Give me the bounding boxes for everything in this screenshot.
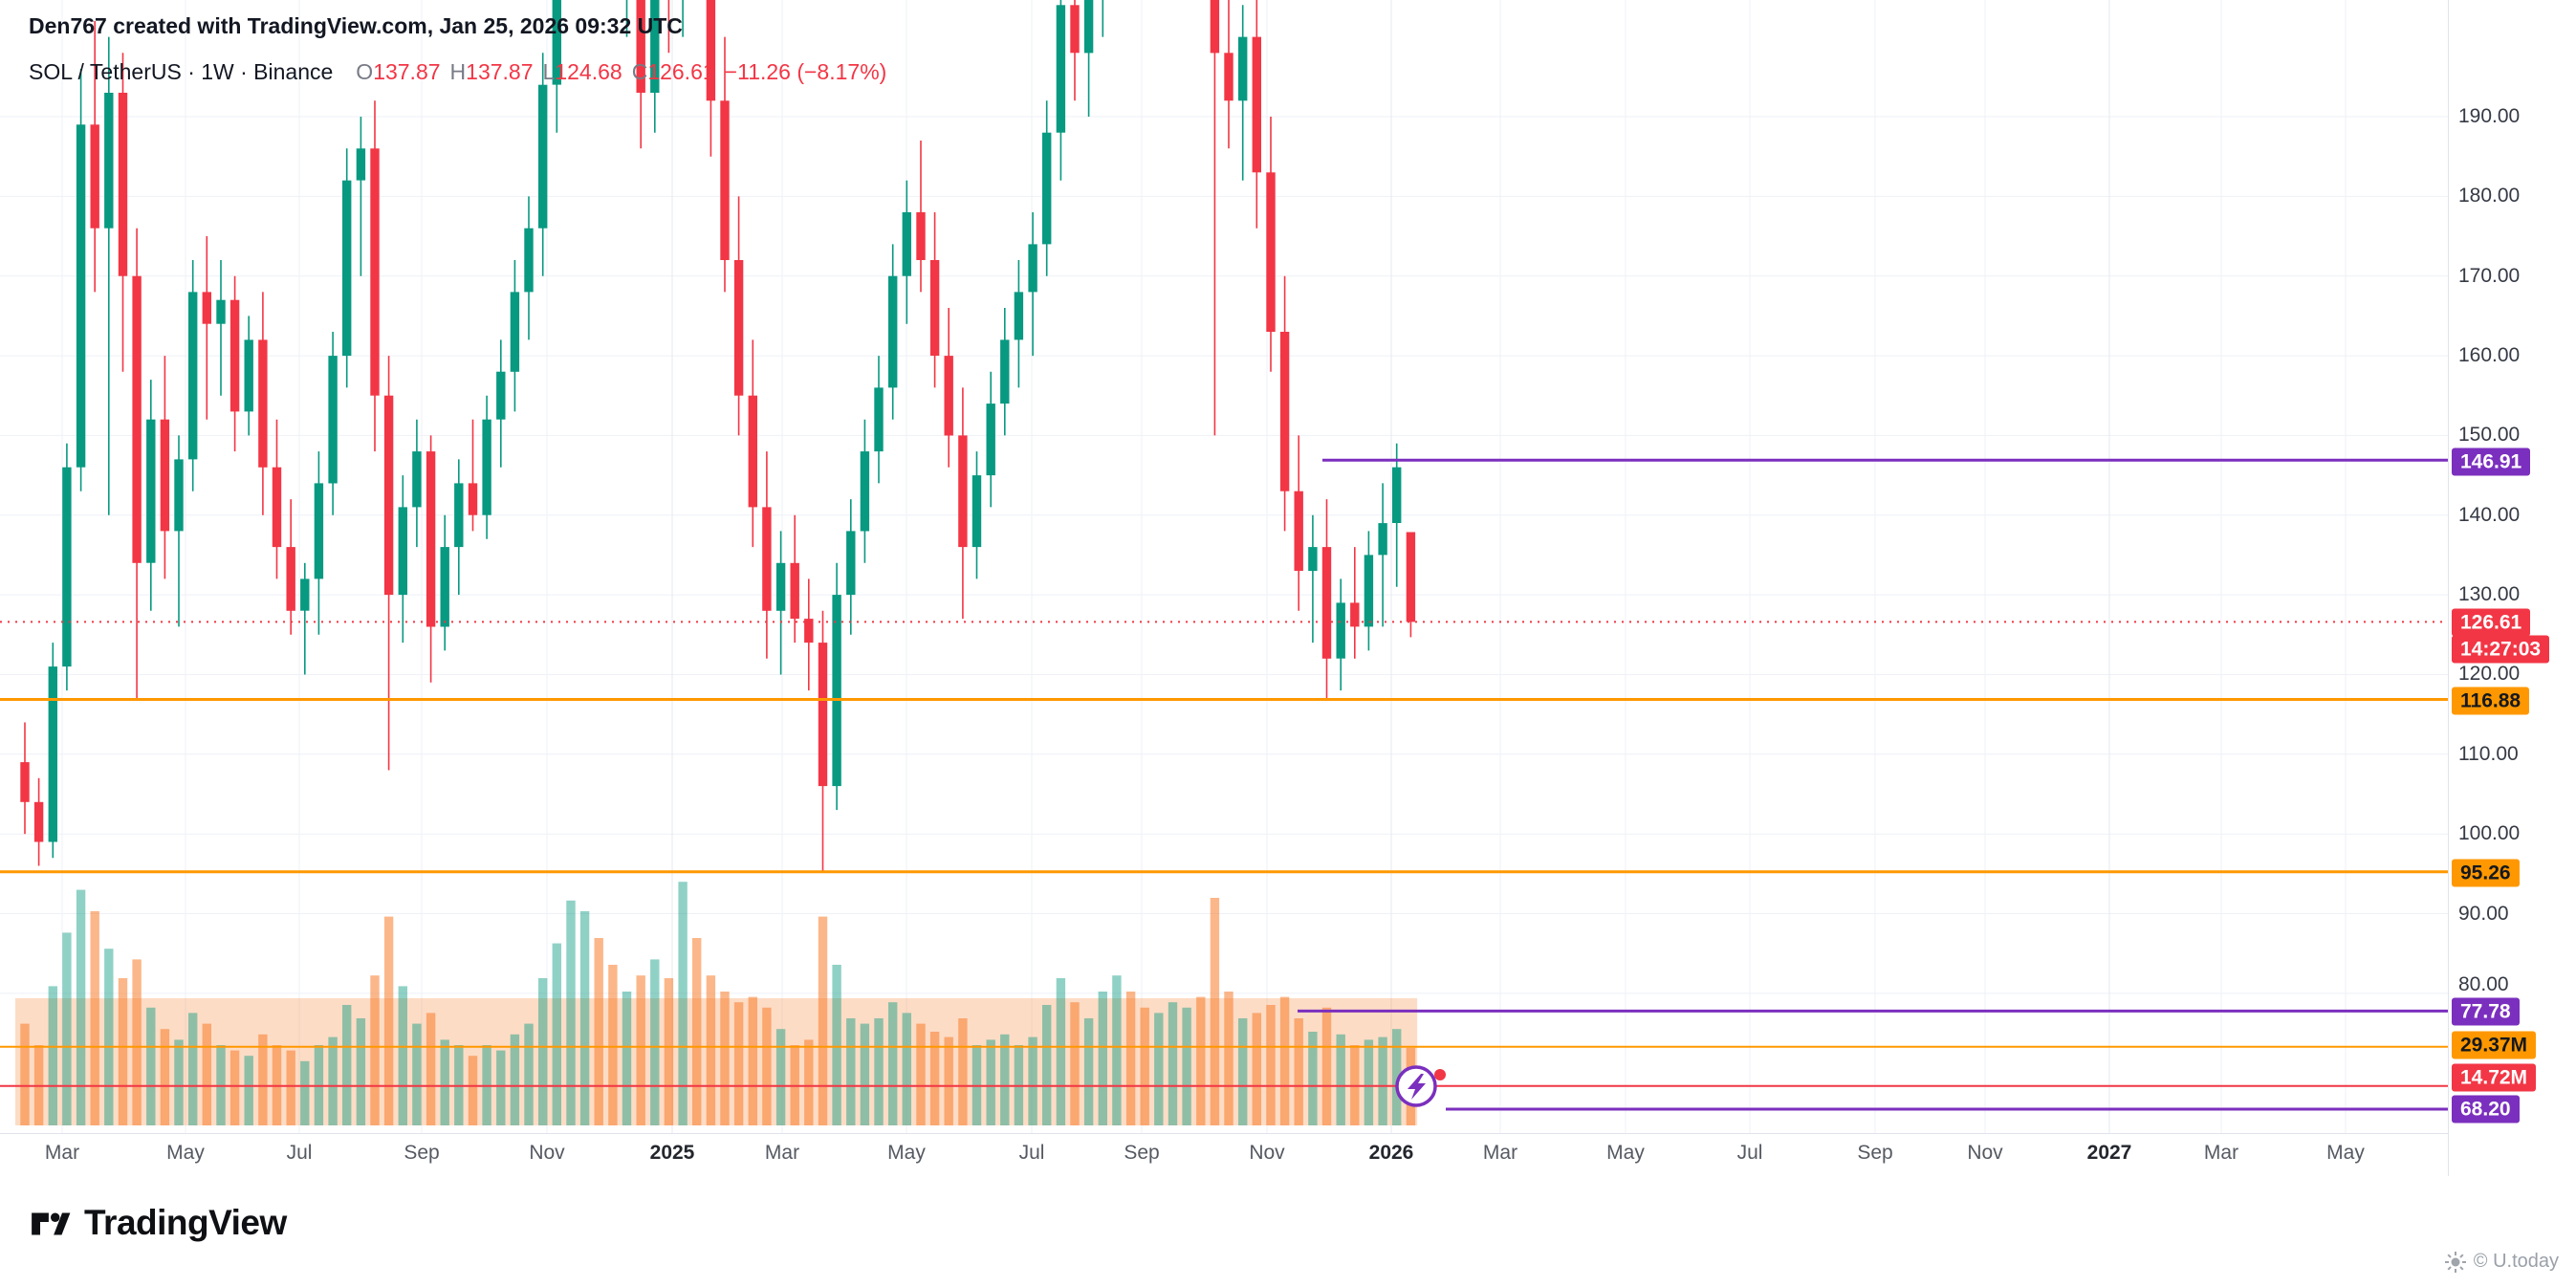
price-tick-label: 180.00 [2458,185,2521,207]
ohlc-high-value: 137.87 [466,59,534,84]
watermark-text: © U.today [2473,1251,2559,1272]
alert-dot [1434,1069,1446,1080]
price-axis-chip: 14:27:03 [2452,635,2550,664]
time-axis-label: May [2326,1142,2365,1164]
price-tick-label: 150.00 [2458,424,2521,447]
time-axis-label: Jul [1736,1142,1763,1164]
time-axis-label: 2027 [2086,1142,2132,1164]
ohlc-close-value: 126.61 [647,59,715,84]
price-tick-label: 100.00 [2458,822,2521,845]
time-axis-label: Sep [1857,1142,1893,1164]
source-watermark: © U.today [2444,1251,2559,1273]
price-tick-label: 120.00 [2458,663,2521,686]
time-axis-label: 2026 [1368,1142,1414,1164]
price-axis-chip: 29.37M [2452,1031,2537,1059]
ohlc-close-key: C [631,59,648,84]
ohlc-low-value: 124.68 [555,59,622,84]
price-axis-chip: 68.20 [2452,1095,2520,1123]
time-axis-label: Sep [404,1142,440,1164]
time-axis-label: Mar [2203,1142,2239,1164]
price-axis-chip: 77.78 [2452,997,2520,1026]
time-axis-label: Nov [1967,1142,2003,1164]
price-axis-chip: 14.72M [2452,1063,2537,1092]
attribution-text: Den767 created with TradingView.com, Jan… [29,13,683,38]
time-axis-label: Jul [286,1142,313,1164]
time-axis-label: Mar [764,1142,800,1164]
time-axis-label: May [887,1142,926,1164]
time-axis-label: Nov [529,1142,565,1164]
price-tick-label: 160.00 [2458,344,2521,367]
candles-layer [20,0,1416,872]
time-axis-label: May [1606,1142,1645,1164]
price-axis[interactable]: 190.00 180.00 170.00 160.00 150.00 140.00 130.… [2448,0,2576,1176]
price-tick-label: 190.00 [2458,105,2521,127]
ohlc-low-key: L [542,59,556,84]
symbol-title[interactable]: SOL / TetherUS · 1W · Binance [29,59,334,84]
time-axis-label: Mar [44,1142,80,1164]
chart-legend: SOL / TetherUS · 1W · Binance O137.87 H137… [29,59,886,85]
gridlines-layer [0,0,2448,1133]
alert-icon[interactable] [1395,1065,1446,1107]
utoday-icon [2444,1251,2466,1273]
time-axis-label: May [166,1142,205,1164]
price-axis-chip: 146.91 [2452,447,2531,476]
price-tick-label: 140.00 [2458,503,2521,526]
price-tick-label: 90.00 [2458,902,2509,925]
time-axis-label: Nov [1249,1142,1285,1164]
price-tick-label: 80.00 [2458,973,2509,995]
time-axis[interactable]: Mar May Jul Sep Nov 2025 Mar May Jul Sep Nov 2026 Ma… [0,1133,2448,1180]
ohlc-high-key: H [449,59,467,84]
time-axis-label: Sep [1124,1142,1160,1164]
tradingview-logo[interactable]: TradingView [29,1201,287,1245]
ohlc-open-value: 137.87 [373,59,441,84]
price-tick-label: 170.00 [2458,264,2521,287]
volume-band [15,998,1418,1125]
tradingview-logo-icon [32,1212,71,1235]
change-value: −11.26 (−8.17%) [724,59,887,84]
price-axis-chip: 126.61 [2452,608,2531,637]
price-axis-chip: 116.88 [2452,687,2530,715]
time-axis-label: 2025 [649,1142,695,1164]
lightning-icon [1408,1074,1426,1100]
time-axis-label: Jul [1018,1142,1045,1164]
ohlc-open-key: O [356,59,374,84]
time-axis-label: Mar [1482,1142,1518,1164]
price-tick-label: 130.00 [2458,583,2521,606]
price-tick-label: 110.00 [2458,742,2519,765]
price-chart[interactable] [0,0,2448,1287]
tradingview-wordmark: TradingView [84,1203,287,1242]
price-axis-chip: 95.26 [2452,859,2520,887]
